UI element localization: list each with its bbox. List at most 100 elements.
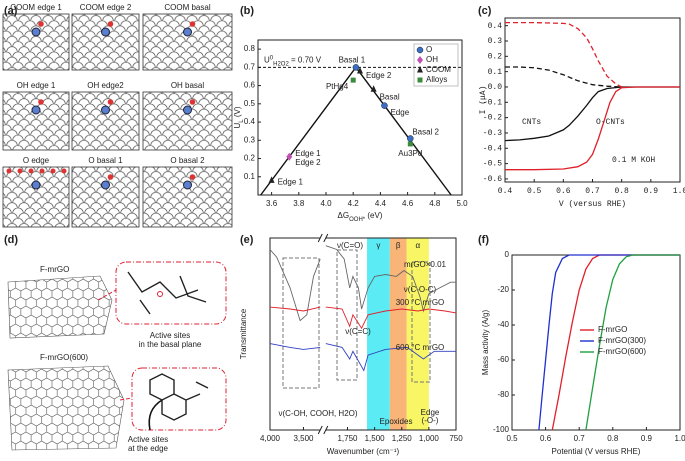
annotation: 0.1 M KOH bbox=[612, 156, 655, 165]
point-label: Edge 2 bbox=[366, 71, 392, 80]
series-line bbox=[538, 254, 680, 431]
plot-frame bbox=[257, 39, 463, 196]
schematic-note: Active sites bbox=[150, 331, 190, 340]
atom bbox=[107, 21, 114, 27]
x-tick-label: 5.0 bbox=[456, 199, 468, 208]
frame bbox=[269, 237, 457, 431]
y-tick-label: -0.3 bbox=[483, 129, 502, 138]
atom bbox=[28, 168, 34, 174]
x-tick-label: 3.8 bbox=[293, 199, 305, 208]
point-label: Basal 1 bbox=[339, 55, 366, 64]
x-tick-label: 1.0 bbox=[673, 187, 685, 196]
atom bbox=[189, 21, 196, 27]
series-line bbox=[325, 245, 456, 313]
panel-label: (d) bbox=[4, 234, 18, 246]
label-part: L bbox=[239, 119, 245, 123]
annotation: ν(C-OH, COOH, H2O) bbox=[278, 409, 357, 418]
label-part: U bbox=[233, 123, 242, 129]
label-part: ΔG bbox=[338, 211, 350, 220]
site bbox=[157, 291, 163, 297]
legend-marker bbox=[417, 66, 423, 73]
band-label: γ bbox=[376, 241, 380, 250]
legend-label: O bbox=[426, 45, 432, 54]
label-part: 0 bbox=[270, 55, 274, 61]
band-label: α bbox=[415, 241, 420, 250]
x-tick-label: 1.0 bbox=[674, 434, 685, 443]
panel-label: (b) bbox=[240, 5, 254, 17]
zoom-box bbox=[131, 367, 227, 431]
axis-break bbox=[317, 425, 329, 435]
series-label: mrGO×0.01 bbox=[404, 260, 447, 269]
y-tick-label: 0.2 bbox=[488, 52, 503, 61]
y-tick-label: 0.6 bbox=[244, 81, 256, 90]
lattice bbox=[7, 275, 113, 339]
point-label: Basal bbox=[380, 92, 400, 101]
y-tick-label: 0.4 bbox=[244, 117, 256, 126]
y-tick-label: -100 bbox=[493, 425, 510, 434]
atom bbox=[38, 21, 44, 27]
annotation: ν(C-O-C) bbox=[404, 285, 437, 294]
x-axis-label: Wavenumber (cm⁻¹) bbox=[327, 447, 400, 456]
point bbox=[357, 67, 363, 74]
y-tick-label: 0.7 bbox=[244, 62, 256, 71]
y-tick-label: 0.3 bbox=[488, 37, 503, 46]
structure-label: O basal 1 bbox=[88, 156, 123, 165]
legend-label: F-mrGO(300) bbox=[598, 336, 646, 345]
atom bbox=[31, 180, 41, 190]
series-label: CNTs bbox=[522, 118, 541, 127]
structure-label: COOM basal bbox=[164, 3, 210, 12]
x-tick-label: 4.6 bbox=[402, 199, 414, 208]
y-tick-label: 0.1 bbox=[244, 172, 256, 181]
y-axis-label: Transmittance bbox=[239, 308, 248, 359]
legend-label: F-mrGO bbox=[598, 325, 627, 334]
legend-label: Alloys bbox=[426, 75, 447, 84]
label-part: H2O2 bbox=[273, 61, 289, 67]
zoom-link bbox=[97, 289, 117, 301]
annotation: Edge bbox=[421, 408, 440, 417]
structure-label: O basal 2 bbox=[170, 156, 205, 165]
annotation-box bbox=[411, 261, 431, 383]
schematic-label: F-mrGO(600) bbox=[40, 353, 88, 362]
series-label: 600 °C mrGO bbox=[396, 343, 445, 352]
zoom-link bbox=[119, 397, 133, 401]
x-tick-label: 750 bbox=[449, 434, 463, 443]
x-tick-label: 0.7 bbox=[574, 434, 586, 443]
y-tick-label: -0.5 bbox=[483, 160, 502, 169]
point-label: Edge bbox=[390, 108, 409, 117]
atom bbox=[61, 168, 67, 174]
atom bbox=[50, 168, 56, 174]
structure-label: COOM edge 2 bbox=[80, 3, 132, 12]
series-line bbox=[505, 86, 680, 171]
structure-label: OH basal bbox=[171, 81, 205, 90]
x-tick-label: 0.6 bbox=[556, 187, 571, 196]
y-tick-label: -0.4 bbox=[483, 144, 502, 153]
atom bbox=[183, 27, 192, 37]
structure-image bbox=[2, 166, 70, 228]
series-line bbox=[505, 21, 623, 88]
structure-label: OH edge2 bbox=[87, 81, 124, 90]
structure-label: O edge bbox=[23, 156, 50, 165]
y-tick-label: 0.5 bbox=[244, 99, 256, 108]
arrow bbox=[148, 399, 163, 431]
legend-marker bbox=[416, 46, 424, 54]
y-tick-label: 0.8 bbox=[244, 44, 256, 53]
series-line bbox=[325, 343, 456, 372]
label-part: OOH* bbox=[349, 217, 366, 223]
zoom-structure bbox=[127, 271, 207, 315]
band bbox=[389, 238, 407, 430]
panel-label: (a) bbox=[4, 5, 18, 17]
series-label: 300 °C mrGO bbox=[396, 298, 445, 307]
series-line bbox=[269, 306, 321, 312]
y-axis-label: I (μA) bbox=[479, 86, 488, 115]
y-tick-label: -0.2 bbox=[483, 114, 502, 123]
atom bbox=[101, 105, 110, 115]
y-tick-label: -0.1 bbox=[483, 98, 502, 107]
point-label: Edge 1 bbox=[295, 149, 321, 158]
legend-marker bbox=[417, 56, 423, 64]
band-label: β bbox=[396, 241, 401, 250]
panel-label: (f) bbox=[478, 234, 489, 246]
point bbox=[381, 102, 388, 109]
atom bbox=[101, 180, 110, 190]
atom bbox=[189, 99, 196, 105]
